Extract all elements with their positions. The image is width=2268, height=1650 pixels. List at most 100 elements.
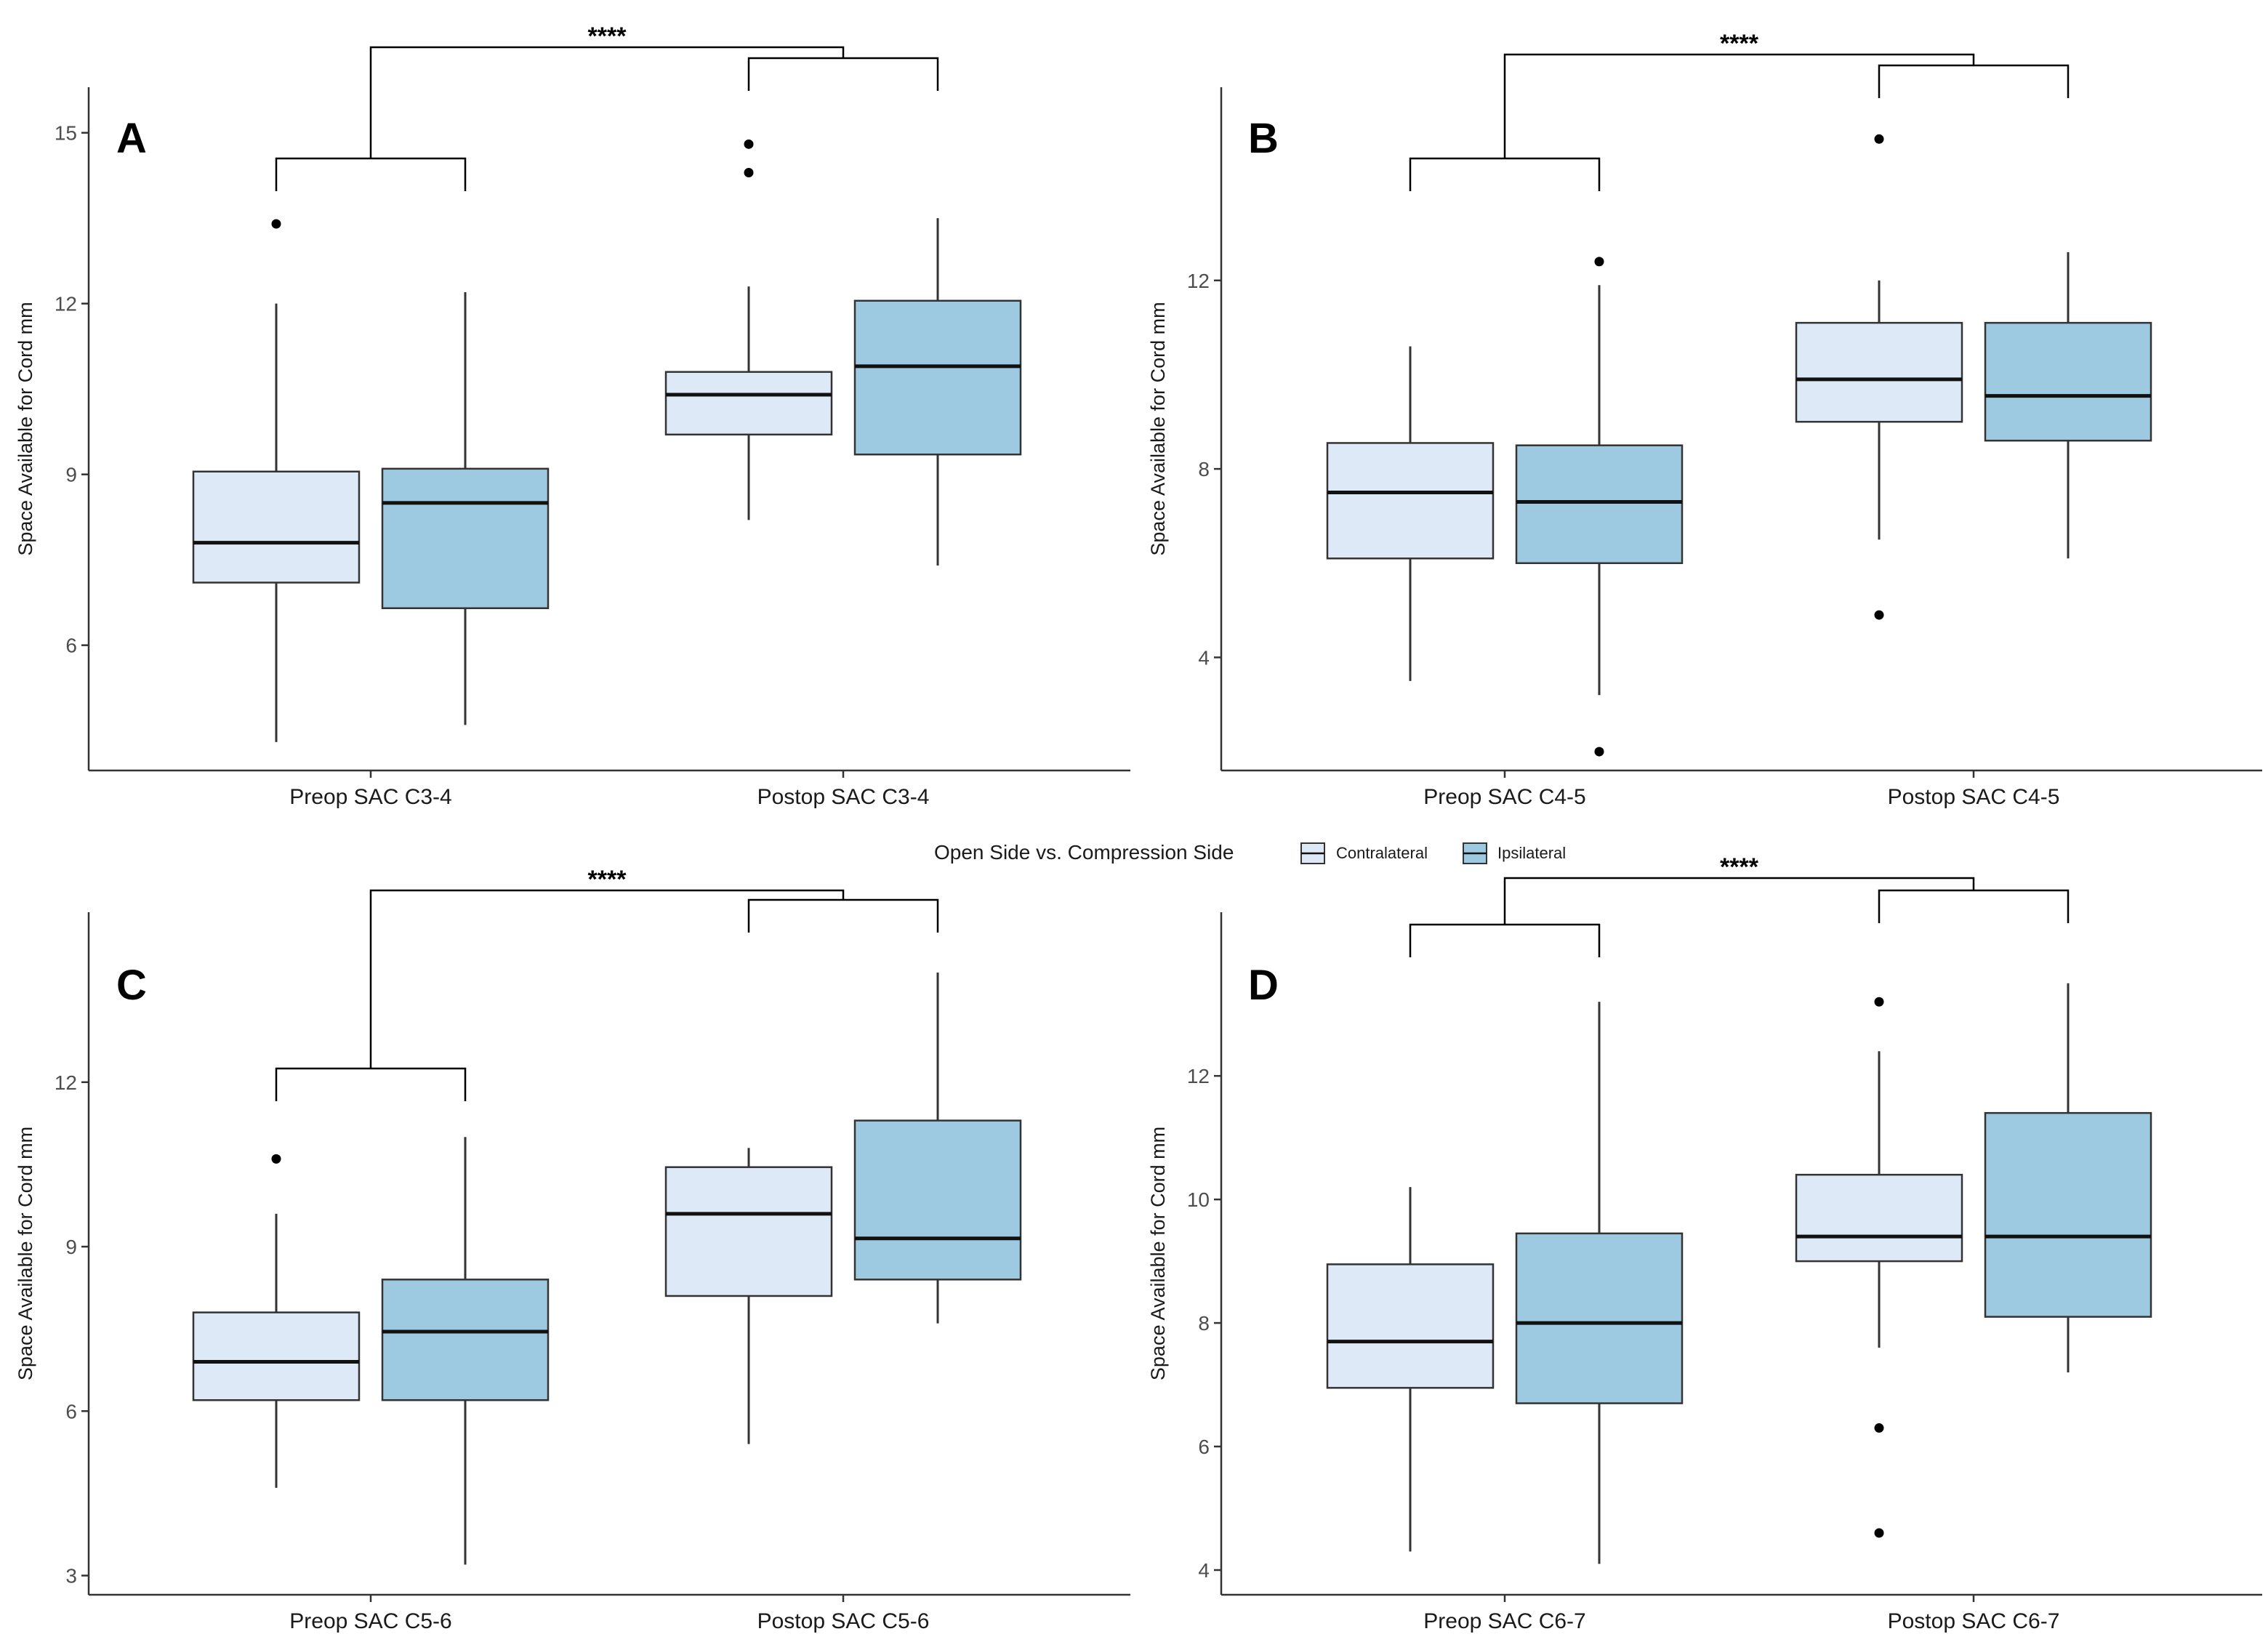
outlier-point xyxy=(271,219,281,229)
significance-stars: **** xyxy=(1720,30,1759,57)
box-ipsilateral-postop xyxy=(1984,251,2152,559)
y-axis-label: Space Available for Cord mm xyxy=(1147,302,1169,555)
box-iqr xyxy=(664,1166,833,1297)
bracket-postop xyxy=(1878,64,2070,98)
box-iqr xyxy=(1795,321,1963,423)
panel-a: 6 9 12 15 Space Available for Cord mm Preop S… xyxy=(15,23,1130,809)
panel-b: 4 8 12 Space Available for Cord mm Preop SAC… xyxy=(1147,30,2262,809)
panel-letter: D xyxy=(1248,962,1279,1009)
outlier-point xyxy=(1874,1423,1884,1433)
box-iqr xyxy=(1984,321,2152,442)
x-category-label: Preop SAC C4-5 xyxy=(1423,785,1585,809)
legend-item-label: Contralateral xyxy=(1336,844,1428,862)
box-ipsilateral-preop xyxy=(381,292,550,725)
bracket-postop xyxy=(1878,889,2070,923)
significance-brackets xyxy=(275,889,939,1101)
box-contralateral-preop xyxy=(1326,346,1495,681)
outlier-point xyxy=(1874,997,1884,1007)
box-contralateral-postop xyxy=(664,139,833,520)
box-ipsilateral-preop xyxy=(1515,1002,1684,1564)
significance-brackets xyxy=(1409,53,2070,191)
x-category-label: Postop SAC C4-5 xyxy=(1888,785,2060,809)
y-tick-label: 12 xyxy=(1187,270,1210,292)
y-tick-label: 3 xyxy=(65,1565,77,1587)
y-tick-label: 9 xyxy=(65,1236,77,1258)
box-iqr xyxy=(1515,444,1684,565)
box-iqr xyxy=(1326,1263,1495,1389)
y-axis-label: Space Available for Cord mm xyxy=(15,1127,36,1380)
y-axis-label: Space Available for Cord mm xyxy=(1147,1127,1169,1380)
x-category-label: Postop SAC C5-6 xyxy=(757,1609,930,1633)
y-tick-label: 12 xyxy=(55,293,77,315)
outlier-point xyxy=(1594,746,1604,757)
bracket-overall xyxy=(1503,53,1975,158)
y-axis-label: Space Available for Cord mm xyxy=(15,302,36,555)
y-tick-label: 4 xyxy=(1198,646,1210,669)
outlier-point xyxy=(744,168,754,177)
y-tick-label: 9 xyxy=(65,464,77,486)
x-category-label: Preop SAC C6-7 xyxy=(1423,1609,1585,1633)
box-ipsilateral-postop xyxy=(1984,983,2152,1373)
significance-stars: **** xyxy=(588,23,627,50)
y-tick-label: 8 xyxy=(1198,458,1210,480)
box-ipsilateral-postop xyxy=(853,218,1022,566)
outlier-point xyxy=(1874,1528,1884,1538)
box-ipsilateral-preop xyxy=(1515,257,1684,757)
significance-brackets xyxy=(1409,877,2070,957)
x-category-label: Postop SAC C3-4 xyxy=(757,785,930,809)
outlier-point xyxy=(1594,257,1604,267)
box-iqr xyxy=(1984,1111,2152,1318)
outlier-point xyxy=(744,139,754,149)
outlier-point xyxy=(1874,134,1884,144)
box-iqr xyxy=(1795,1173,1963,1263)
box-contralateral-postop xyxy=(1795,997,1963,1538)
bracket-overall xyxy=(369,889,845,1069)
box-ipsilateral-postop xyxy=(853,972,1022,1324)
box-iqr xyxy=(192,470,361,584)
y-tick-label: 12 xyxy=(55,1071,77,1094)
y-tick-label: 8 xyxy=(1198,1312,1210,1335)
bracket-preop xyxy=(275,157,467,191)
box-iqr xyxy=(381,1279,550,1401)
box-iqr xyxy=(853,1119,1022,1281)
panel-letter: C xyxy=(116,962,147,1009)
y-tick-label: 12 xyxy=(1187,1065,1210,1087)
box-iqr xyxy=(1326,442,1495,560)
bracket-overall xyxy=(369,46,845,158)
panel-letter: B xyxy=(1248,115,1279,162)
panel-letter: A xyxy=(116,115,147,162)
legend: Open Side vs. Compression Side Contralate… xyxy=(934,841,1566,864)
y-tick-label: 15 xyxy=(55,122,77,145)
bracket-postop xyxy=(747,57,939,91)
legend-item-label: Ipsilateral xyxy=(1497,844,1566,862)
significance-brackets xyxy=(275,46,939,191)
y-tick-label: 6 xyxy=(65,635,77,657)
x-category-label: Postop SAC C6-7 xyxy=(1888,1609,2060,1633)
bracket-preop xyxy=(275,1067,467,1101)
y-tick-label: 10 xyxy=(1187,1188,1210,1211)
box-iqr xyxy=(381,467,550,609)
panel-d: 4 6 8 10 12 Space Available for Cord mm Preop … xyxy=(1147,853,2262,1633)
box-iqr xyxy=(664,371,833,436)
panel-c: 3 6 9 12 Space Available for Cord mm Preop SA… xyxy=(15,866,1130,1633)
bracket-preop xyxy=(1409,923,1601,957)
y-tick-label: 4 xyxy=(1198,1559,1210,1582)
outlier-point xyxy=(1874,610,1884,620)
box-ipsilateral-preop xyxy=(381,1137,550,1565)
outlier-point xyxy=(271,1154,281,1164)
box-contralateral-preop xyxy=(192,1154,361,1488)
box-iqr xyxy=(853,299,1022,456)
y-tick-label: 6 xyxy=(1198,1436,1210,1458)
legend-title: Open Side vs. Compression Side xyxy=(934,841,1234,864)
bracket-postop xyxy=(747,898,939,933)
box-contralateral-preop xyxy=(1326,1187,1495,1552)
significance-stars: **** xyxy=(588,866,627,893)
legend-item-ipsilateral: Ipsilateral xyxy=(1463,842,1566,864)
box-contralateral-preop xyxy=(192,219,361,742)
bracket-preop xyxy=(1409,157,1601,191)
x-category-label: Preop SAC C3-4 xyxy=(289,785,451,809)
y-tick-label: 6 xyxy=(65,1400,77,1422)
box-contralateral-postop xyxy=(1795,134,1963,620)
bracket-overall xyxy=(1503,877,1975,925)
